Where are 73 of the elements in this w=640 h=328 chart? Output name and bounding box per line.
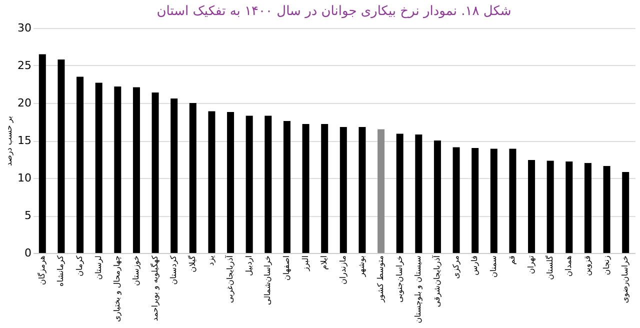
y-tick-label: 10 (18, 172, 32, 184)
x-tick-label: گلستان (544, 255, 554, 280)
x-tick-label: کرمان (75, 255, 84, 276)
y-tick-label: 25 (18, 59, 32, 72)
bar (378, 129, 385, 253)
x-tick-label: کردستان (169, 255, 178, 285)
y-axis-title: بر حسب درصد (4, 116, 14, 166)
bar (95, 82, 102, 253)
bar (152, 92, 159, 253)
x-tick-label: خوزستان (131, 255, 140, 286)
bar (358, 127, 366, 253)
y-tick-label: 15 (18, 134, 32, 147)
x-tick-label: البرز (300, 256, 310, 272)
bar (490, 148, 498, 253)
bar (452, 147, 460, 253)
x-tick-label: لرستان (94, 256, 103, 280)
x-tick-label: اصفهان (282, 256, 291, 281)
bar (208, 111, 216, 253)
bar (603, 166, 610, 253)
bar (283, 121, 290, 253)
y-tick-label: 0 (24, 246, 32, 260)
bar (546, 160, 554, 253)
x-tick-label: سمنان (488, 255, 498, 278)
bar (114, 86, 122, 253)
x-tick-label: خراسان‌شمالی (263, 255, 272, 305)
bar (321, 124, 328, 253)
bar (566, 162, 573, 253)
x-tick-label: یزد (206, 256, 216, 266)
bar (472, 148, 479, 253)
x-tick-label: سیستان و بلوچستان (414, 255, 423, 324)
y-tick-label: 20 (18, 96, 32, 110)
x-tick-label: کهگیلویه و بویراحمد (149, 255, 160, 322)
bar (302, 124, 310, 253)
bar (415, 134, 422, 253)
bar (340, 127, 347, 253)
x-tick-label: خراسان‌جنوبی (394, 255, 404, 302)
bar (76, 76, 84, 253)
bar (189, 103, 196, 253)
bar (132, 87, 140, 253)
bar (38, 54, 46, 253)
bar (584, 163, 592, 253)
chart-title: شکل ۱۸. نمودار نرخ بیکاری جوانان در سال ۱۴۰۰ به تفکیک استان (156, 4, 512, 19)
x-tick-label: هرمزگان (36, 256, 46, 285)
x-tick-label: مرکزی (451, 256, 460, 279)
bar (396, 134, 404, 253)
x-tick-label: زنجان (602, 255, 611, 276)
bar (58, 60, 65, 253)
bar (170, 98, 178, 253)
x-tick-label: آذربایجان‌غربی (224, 254, 235, 304)
y-tick-label: 5 (24, 209, 32, 222)
bar (264, 116, 272, 253)
x-tick-label: قزوین (582, 255, 592, 276)
x-tick-label: خراسان‌رضوی (620, 255, 630, 304)
x-tick-label: کرمانشاه (56, 255, 66, 286)
x-tick-label: مازندران (338, 256, 348, 284)
bar (246, 116, 253, 253)
bar (528, 160, 536, 253)
x-tick-label: اردبیل (244, 256, 254, 276)
bar (622, 172, 630, 253)
y-tick-label: 30 (18, 22, 32, 34)
x-tick-label: گیلان (186, 255, 197, 272)
x-tick-label: چهارمحال و بختیاری (112, 255, 122, 322)
bar (509, 148, 516, 253)
x-tick-label: ایلام (320, 256, 329, 270)
x-tick-label: بوشهر (357, 256, 366, 278)
x-tick-label: همدان (564, 256, 574, 277)
bar (227, 112, 234, 253)
x-tick-label: متوسط کشور (376, 256, 386, 304)
x-tick-label: قم (508, 255, 517, 265)
x-tick-label: فارس (470, 255, 480, 276)
bar (434, 140, 441, 253)
x-tick-label: تهران (526, 256, 536, 274)
x-tick-label: آذربایجان‌شرقی (431, 254, 442, 308)
